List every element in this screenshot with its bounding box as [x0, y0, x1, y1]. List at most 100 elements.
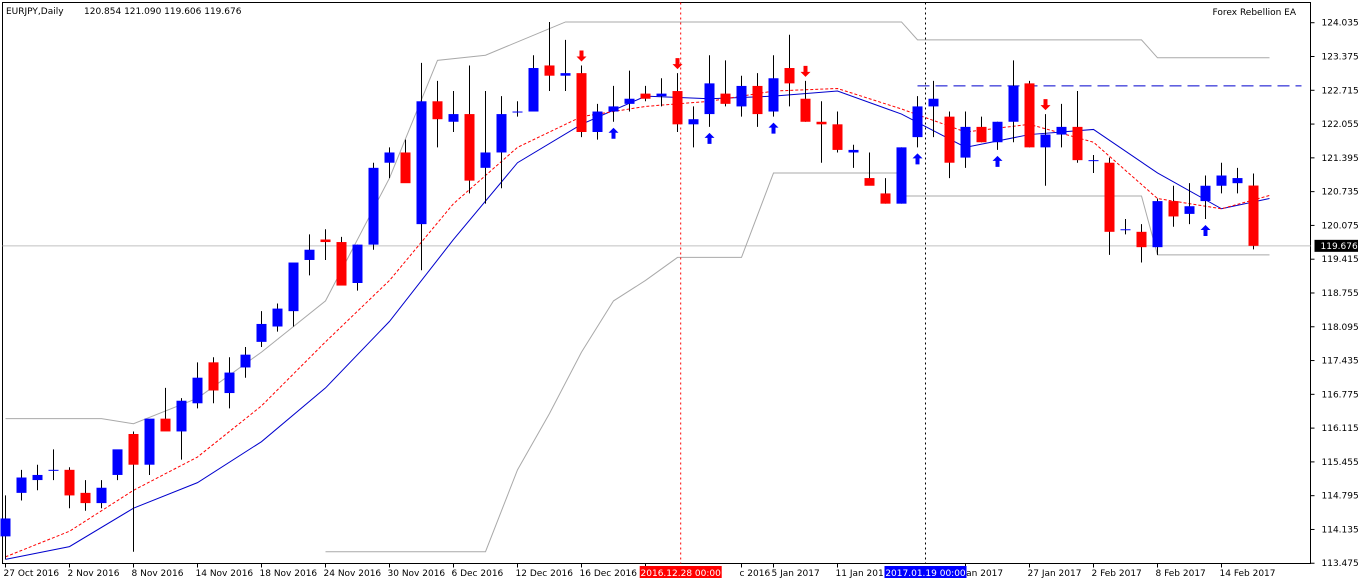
price-tick-label: 116.775	[1322, 390, 1358, 400]
time-tick-label: Jan 2017	[963, 569, 1004, 579]
time-tick-label: 14 Feb 2017	[1220, 569, 1276, 579]
time-tick-label: c 2016	[740, 569, 771, 579]
candle-body	[577, 73, 587, 132]
candle-body	[113, 449, 123, 475]
candle-body	[929, 99, 939, 107]
candle-body	[1, 518, 11, 536]
time-tick-label: 2 Feb 2017	[1092, 569, 1142, 579]
time-tick-label: 8 Feb 2017	[1156, 569, 1206, 579]
candle-body	[465, 114, 475, 181]
candle-body	[177, 401, 187, 432]
time-tick-label: 24 Nov 2016	[324, 569, 382, 579]
candle-body	[817, 122, 827, 125]
time-tick-label: 30 Nov 2016	[388, 569, 446, 579]
price-tick-label: 118.755	[1322, 289, 1358, 299]
candle-body	[65, 470, 75, 496]
chart-symbol-label: EURJPY,Daily	[6, 7, 64, 17]
vline-time-tag-1: 2016.12.28 00:00	[641, 569, 722, 579]
price-tick-label: 114.795	[1322, 492, 1358, 502]
buy-signal-arrow-icon	[993, 156, 1003, 167]
price-tick-label: 116.115	[1322, 424, 1358, 434]
candle-body	[49, 470, 59, 471]
price-tick-label: 120.735	[1322, 188, 1358, 198]
candle-body	[1185, 206, 1195, 214]
candle-body	[657, 94, 667, 97]
ma-slow-line	[6, 91, 1270, 559]
candle-body	[33, 475, 43, 480]
buy-signal-arrow-icon	[705, 133, 715, 144]
candle-body	[625, 99, 635, 104]
candle-body	[673, 91, 683, 124]
time-tick-label: 27 Jan 2017	[1028, 569, 1082, 579]
candle-body	[1089, 160, 1099, 161]
price-tick-label: 119.415	[1322, 255, 1358, 265]
candle-body	[401, 152, 411, 183]
time-tick-label: 27 Oct 2016	[4, 569, 60, 579]
candle-body	[609, 106, 619, 111]
candle-body	[369, 168, 379, 245]
candle-body	[449, 114, 459, 122]
price-tick-label: 114.135	[1322, 525, 1358, 535]
candle-body	[753, 86, 763, 114]
candle-body	[561, 73, 571, 76]
price-tick-label: 117.435	[1322, 357, 1358, 367]
candle-body	[161, 419, 171, 432]
price-tick-label: 123.375	[1322, 53, 1358, 63]
candle-body	[81, 493, 91, 503]
time-tick-label: 11 Jan 2017	[836, 569, 890, 579]
candle-body	[721, 94, 731, 104]
buy-signal-arrow-icon	[769, 123, 779, 134]
time-tick-label: 16 Dec 2016	[580, 569, 638, 579]
candle-body	[1249, 186, 1259, 246]
candle-body	[97, 488, 107, 503]
price-axis: 124.035123.375122.715122.055121.395120.7…	[1311, 19, 1358, 570]
candle-body	[513, 112, 523, 113]
candle-body	[881, 193, 891, 203]
price-tick-label: 121.395	[1322, 154, 1358, 164]
candle-body	[193, 378, 203, 404]
candle-body	[593, 112, 603, 132]
buy-signal-arrow-icon	[609, 128, 619, 139]
vline-time-tag-2: 2017.01.19 00:00	[885, 569, 966, 579]
price-tick-label: 113.475	[1322, 559, 1358, 569]
candle-body	[1201, 186, 1211, 201]
candle-body	[385, 152, 395, 162]
candle-body	[337, 242, 347, 286]
candle-body	[1121, 229, 1131, 230]
vertical-lines-layer	[681, 3, 926, 564]
indicator-name-label: Forex Rebellion EA	[1213, 8, 1297, 18]
sell-signal-arrow-icon	[1041, 99, 1051, 110]
candle-body	[129, 434, 139, 465]
candle-body	[225, 373, 235, 393]
buy-signal-arrow-icon	[1201, 225, 1211, 236]
candle-body	[241, 355, 251, 368]
candle-body	[209, 362, 219, 390]
candle-body	[689, 119, 699, 124]
candle-body	[801, 99, 811, 122]
candle-body	[1073, 127, 1083, 160]
candle-body	[913, 106, 923, 137]
candle-body	[481, 152, 491, 167]
candle-body	[769, 78, 779, 111]
sell-signal-arrow-icon	[801, 66, 811, 77]
candle-body	[1025, 83, 1035, 147]
candle-body	[545, 65, 555, 75]
time-tick-label: 18 Nov 2016	[260, 569, 318, 579]
candle-body	[977, 127, 987, 142]
time-tick-label: 8 Nov 2016	[132, 569, 184, 579]
candle-body	[321, 239, 331, 242]
candle-body	[945, 117, 955, 163]
candle-body	[305, 250, 315, 260]
price-tick-label: 118.095	[1322, 323, 1358, 333]
sell-signal-arrow-icon	[577, 50, 587, 61]
candle-body	[433, 101, 443, 119]
candle-body	[1217, 176, 1227, 186]
candle-body	[17, 478, 27, 493]
candle-body	[737, 86, 747, 106]
time-tick-label: 12 Dec 2016	[516, 569, 574, 579]
time-tick-label: 5 Jan 2017	[772, 569, 820, 579]
price-tick-label: 115.455	[1322, 458, 1358, 468]
